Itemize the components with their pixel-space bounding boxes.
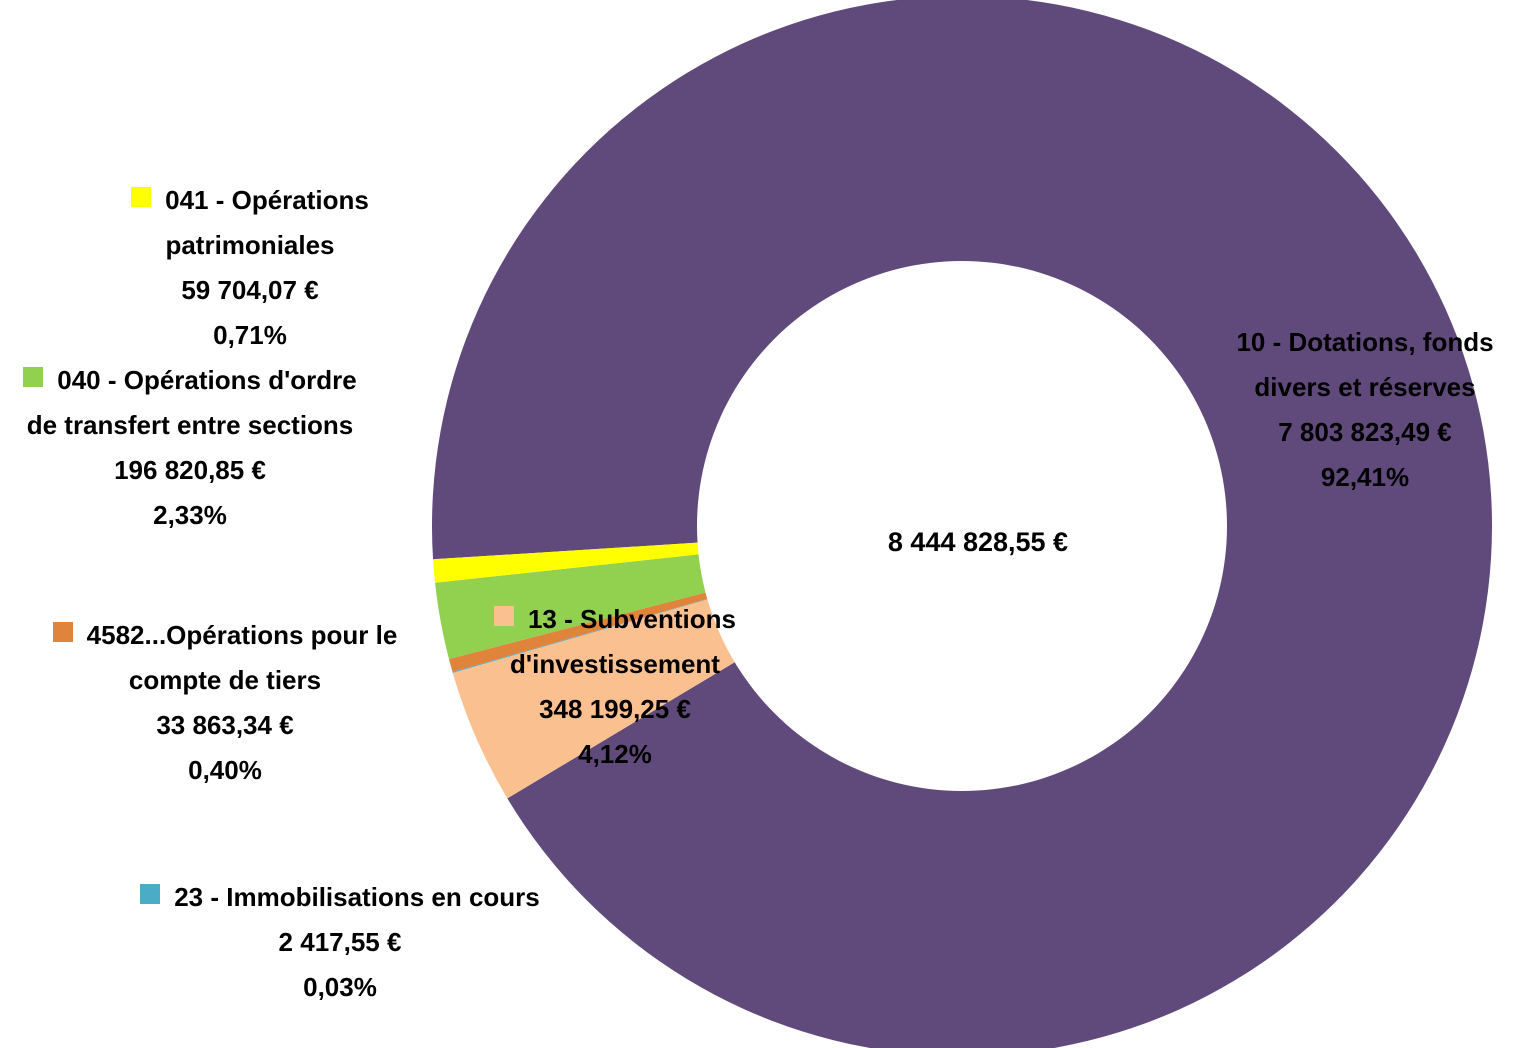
legend-key — [131, 187, 152, 207]
value-label: 196 820,85 € — [114, 455, 266, 485]
category-label: 10 - Dotations, fonds divers et réserves — [1236, 327, 1494, 402]
category-label: 040 - Opérations d'ordre de transfert en… — [26, 365, 357, 440]
data-label: 4582...Opérations pour le compte de tier… — [15, 613, 435, 793]
center-label: 8 444 828,55 € — [887, 527, 1069, 557]
label-name: 23 - Immobilisations en cours — [125, 875, 555, 920]
value-label: 33 863,34 € — [156, 710, 294, 740]
donut-slice — [452, 598, 708, 673]
percent-label: 4,12% — [578, 739, 652, 769]
legend-key — [140, 884, 161, 904]
percent-label: 92,41% — [1320, 462, 1410, 492]
data-label: 040 - Opérations d'ordre de transfert en… — [10, 358, 370, 538]
value-label: 348 199,25 € — [539, 694, 691, 724]
percent-label: 0,03% — [303, 972, 377, 1002]
data-label: 13 - Subventions d'investissement 348 199… — [455, 597, 775, 777]
data-label: 041 - Opérations patrimoniales 59 704,07 … — [90, 178, 410, 358]
value-label: 7 803 823,49 € — [1278, 417, 1452, 447]
donut-slice — [435, 554, 706, 660]
value-label: 2 417,55 € — [278, 927, 402, 957]
donut-slice — [433, 542, 699, 583]
label-name: 040 - Opérations d'ordre de transfert en… — [10, 358, 370, 448]
legend-key — [52, 622, 73, 642]
donut-slice — [432, 0, 1492, 1048]
label-name: 10 - Dotations, fonds divers et réserves — [1200, 320, 1530, 410]
category-label: 4582...Opérations pour le compte de tier… — [86, 620, 398, 695]
legend-key — [493, 606, 514, 626]
category-label: 23 - Immobilisations en cours — [174, 882, 540, 912]
label-name: 13 - Subventions d'investissement — [455, 597, 775, 687]
data-label: 10 - Dotations, fonds divers et réserves… — [1200, 320, 1530, 500]
data-label: 23 - Immobilisations en cours 2 417,55 € 0… — [125, 875, 555, 1010]
category-label: 041 - Opérations patrimoniales — [165, 185, 369, 260]
value-label: 59 704,07 € — [181, 275, 319, 305]
label-name: 4582...Opérations pour le compte de tier… — [15, 613, 435, 703]
percent-label: 0,71% — [213, 320, 287, 350]
percent-label: 0,40% — [188, 755, 262, 785]
donut-slice — [452, 599, 735, 799]
percent-label: 2,33% — [153, 500, 227, 530]
legend-key — [23, 367, 44, 387]
donut-slice — [448, 592, 708, 672]
category-label: 13 - Subventions d'investissement — [510, 604, 737, 679]
label-name: 041 - Opérations patrimoniales — [90, 178, 410, 268]
